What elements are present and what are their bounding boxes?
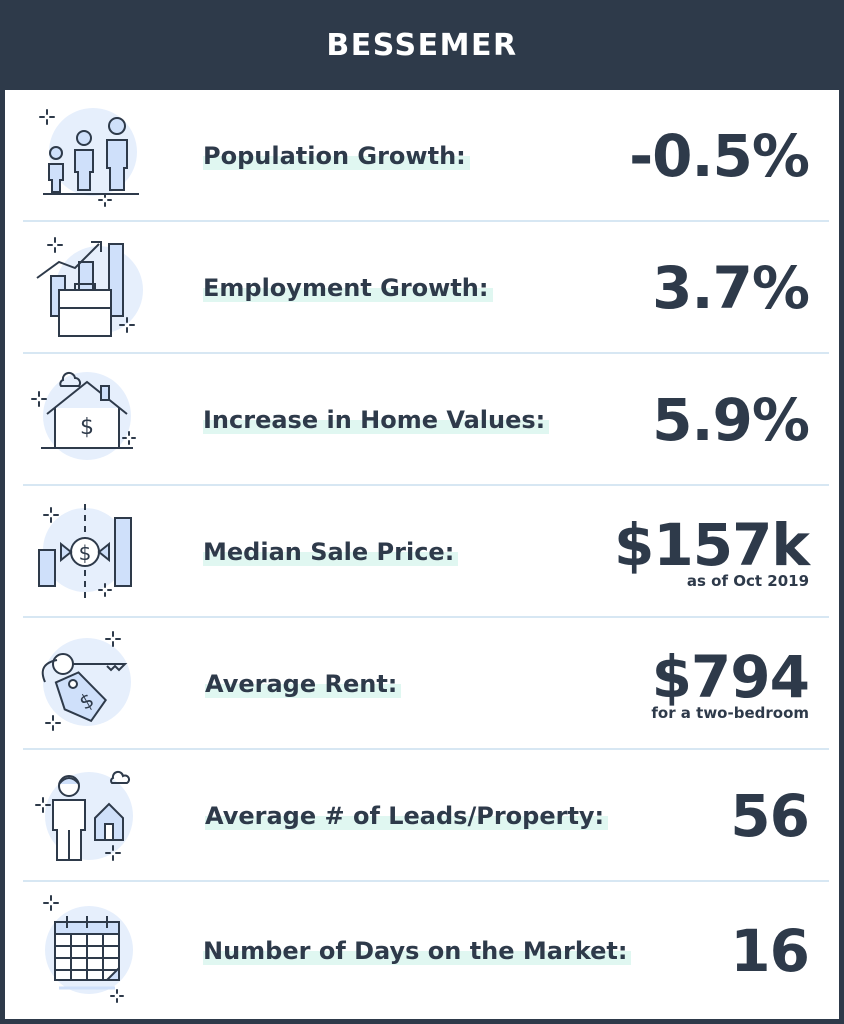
stat-row-home-values: $ Increase in Home Values: 5.9% bbox=[23, 354, 829, 486]
stat-row-population-growth: Population Growth: -0.5% bbox=[23, 90, 829, 222]
house-dollar-icon: $ bbox=[29, 354, 149, 486]
stat-value: $157k bbox=[614, 511, 810, 579]
family-icon bbox=[29, 90, 149, 222]
calendar-icon bbox=[29, 882, 149, 1014]
stat-value-box: -0.5% bbox=[629, 122, 810, 190]
page-title: BESSEMER bbox=[326, 27, 518, 63]
stat-label: Average # of Leads/Property: bbox=[205, 802, 609, 830]
row-divider bbox=[23, 748, 829, 750]
row-divider bbox=[23, 484, 829, 486]
svg-text:$: $ bbox=[80, 415, 94, 440]
stat-value-box: 16 bbox=[730, 916, 810, 985]
svg-text:$: $ bbox=[79, 541, 92, 565]
stat-label: Average Rent: bbox=[205, 670, 402, 698]
row-divider bbox=[23, 616, 829, 618]
stat-value: 56 bbox=[730, 782, 810, 850]
header-bar: BESSEMER bbox=[0, 0, 844, 90]
stat-row-median-sale-price: $ Median Sale Price: $157k as of Oct 201… bbox=[23, 486, 829, 618]
row-divider bbox=[23, 220, 829, 222]
stat-label: Population Growth: bbox=[203, 142, 470, 170]
stat-label: Number of Days on the Market: bbox=[203, 936, 632, 965]
stat-value: 5.9% bbox=[652, 386, 810, 454]
stat-note: as of Oct 2019 bbox=[686, 572, 809, 590]
key-tag-icon: $ bbox=[29, 618, 149, 750]
stat-value-box: 56 bbox=[730, 782, 810, 850]
stat-value: 16 bbox=[730, 916, 810, 985]
price-chart-icon: $ bbox=[29, 486, 149, 618]
stat-label: Median Sale Price: bbox=[203, 538, 459, 566]
row-divider bbox=[23, 352, 829, 354]
stat-value-box: $157k as of Oct 2019 bbox=[614, 511, 810, 590]
stat-note: for a two-bedroom bbox=[651, 704, 809, 722]
stat-row-leads-per-property: Average # of Leads/Property: 56 bbox=[23, 750, 829, 882]
briefcase-growth-icon bbox=[29, 222, 149, 354]
stat-row-employment-growth: Employment Growth: 3.7% bbox=[23, 222, 829, 354]
person-house-icon bbox=[29, 750, 149, 882]
row-divider bbox=[23, 880, 829, 882]
stat-row-days-on-market: Number of Days on the Market: 16 bbox=[23, 882, 829, 1019]
stat-row-average-rent: $ Average Rent: $794 for a two-bedroom bbox=[23, 618, 829, 750]
stat-label: Increase in Home Values: bbox=[203, 406, 550, 434]
stat-value-box: $794 for a two-bedroom bbox=[651, 643, 810, 722]
stat-value-box: 5.9% bbox=[652, 386, 810, 454]
stats-panel: Population Growth: -0.5% bbox=[5, 90, 839, 1019]
stat-value-box: 3.7% bbox=[652, 254, 810, 322]
stat-label: Employment Growth: bbox=[203, 274, 493, 302]
stat-value: -0.5% bbox=[629, 122, 810, 190]
stat-value: 3.7% bbox=[652, 254, 810, 322]
stat-value: $794 bbox=[651, 643, 810, 711]
